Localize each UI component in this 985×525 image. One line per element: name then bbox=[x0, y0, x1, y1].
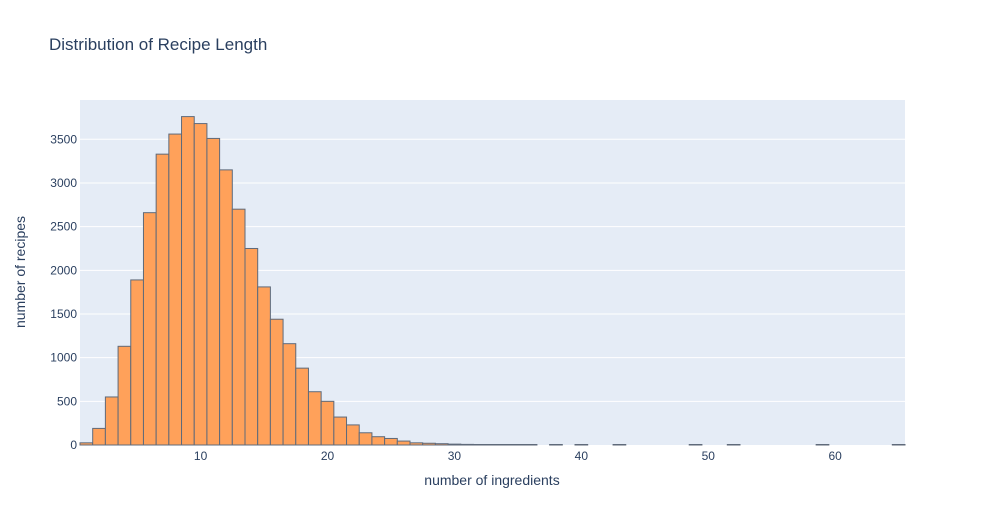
histogram-bar bbox=[612, 444, 627, 446]
y-tick-label: 3000 bbox=[50, 176, 77, 190]
y-tick-label: 2500 bbox=[50, 220, 77, 234]
chart-title: Distribution of Recipe Length bbox=[49, 35, 267, 54]
x-tick-label: 40 bbox=[575, 449, 589, 463]
histogram-bar bbox=[511, 444, 525, 446]
x-tick-label: 20 bbox=[321, 449, 335, 463]
x-tick-label: 30 bbox=[448, 449, 462, 463]
histogram-bar bbox=[688, 444, 703, 446]
histogram-bar bbox=[447, 443, 462, 446]
histogram-bar bbox=[104, 396, 119, 446]
histogram-bar bbox=[815, 444, 830, 446]
histogram-bar bbox=[307, 391, 322, 446]
histogram-bar bbox=[422, 442, 436, 446]
y-tick-labels: 0 500 1000 1500 2000 2500 3000 3500 bbox=[50, 132, 77, 452]
histogram-bar bbox=[206, 137, 221, 446]
histogram-bar bbox=[371, 436, 386, 446]
histogram-bar bbox=[282, 343, 297, 446]
histogram-bar bbox=[92, 427, 106, 446]
histogram-bar bbox=[346, 424, 360, 446]
histogram-bar bbox=[384, 437, 398, 446]
histogram-bar bbox=[181, 116, 195, 446]
histogram-bar bbox=[891, 444, 906, 446]
y-axis-title: number of recipes bbox=[12, 216, 28, 328]
histogram-bar bbox=[142, 212, 157, 446]
histogram-bar bbox=[472, 444, 487, 446]
histogram-bar bbox=[257, 286, 271, 446]
histogram-bar bbox=[434, 443, 449, 446]
histogram-bars bbox=[79, 116, 906, 446]
histogram-bar bbox=[117, 345, 132, 446]
histogram-bar bbox=[396, 440, 411, 446]
x-tick-label: 50 bbox=[702, 449, 716, 463]
histogram-bar bbox=[523, 444, 538, 446]
histogram-bar bbox=[498, 444, 513, 446]
histogram-bar bbox=[333, 416, 348, 446]
histogram-bar bbox=[320, 400, 335, 446]
histogram-bar bbox=[460, 443, 474, 446]
histogram-bar bbox=[485, 444, 500, 446]
y-tick-label: 1500 bbox=[50, 307, 77, 321]
histogram-bar bbox=[193, 123, 208, 446]
x-tick-label: 10 bbox=[194, 449, 208, 463]
y-tick-label: 1000 bbox=[50, 351, 77, 365]
histogram-bar bbox=[269, 318, 284, 446]
histogram-bar bbox=[244, 247, 259, 446]
histogram-bar bbox=[549, 444, 563, 446]
y-tick-label: 0 bbox=[70, 438, 77, 452]
histogram-bar bbox=[155, 153, 170, 446]
histogram-bar bbox=[726, 444, 741, 446]
histogram-bar bbox=[409, 442, 424, 446]
y-tick-label: 500 bbox=[57, 394, 77, 408]
histogram-bar bbox=[574, 444, 589, 446]
y-tick-label: 2000 bbox=[50, 263, 77, 277]
histogram-bar bbox=[79, 442, 94, 446]
x-tick-label: 60 bbox=[829, 449, 843, 463]
histogram-bar bbox=[168, 133, 183, 446]
histogram-bar bbox=[219, 169, 233, 446]
histogram-bar bbox=[130, 279, 144, 446]
y-tick-label: 3500 bbox=[50, 132, 77, 146]
x-axis-title: number of ingredients bbox=[424, 472, 559, 488]
histogram-bar bbox=[231, 208, 246, 446]
x-tick-labels: 10 20 30 40 50 60 bbox=[194, 449, 842, 463]
histogram-bar bbox=[295, 367, 309, 446]
histogram-bar bbox=[358, 432, 373, 446]
